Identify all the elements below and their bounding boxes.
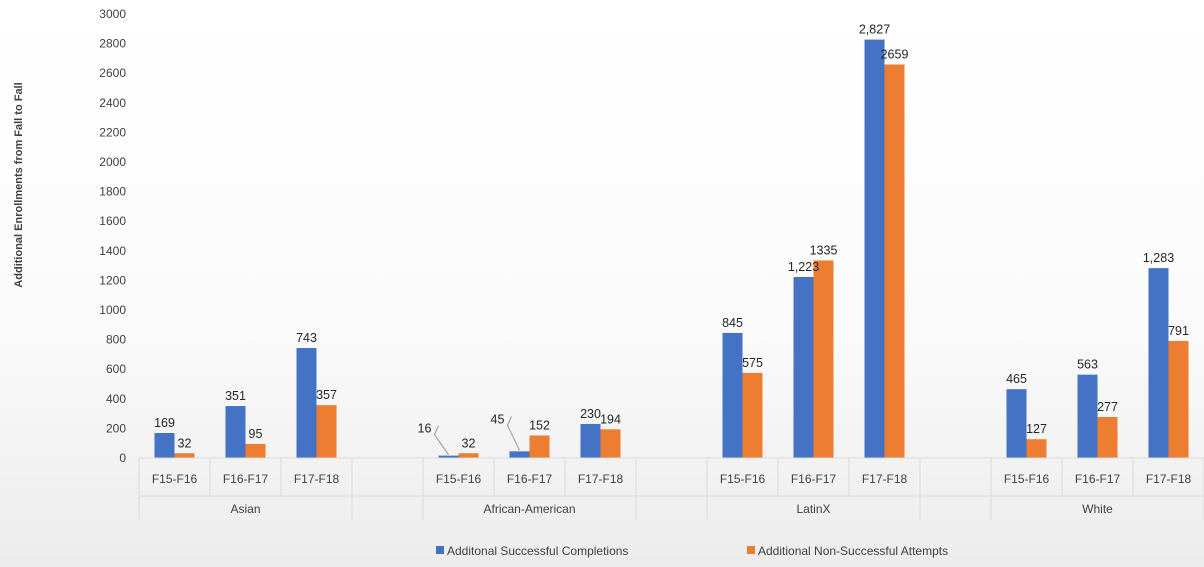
- bar: [458, 453, 479, 458]
- bar: [438, 455, 459, 458]
- x-tick-label: F16-F17: [507, 472, 553, 486]
- x-tick-label: F15-F16: [436, 472, 482, 486]
- y-tick-label: 800: [106, 333, 126, 347]
- data-label: 32: [178, 436, 192, 450]
- legend-swatch: [436, 546, 444, 554]
- y-tick-label: 1000: [99, 303, 126, 317]
- x-tick-label: F17-F18: [1146, 472, 1192, 486]
- group-label: Asian: [230, 502, 260, 516]
- group-label: LatinX: [796, 502, 830, 516]
- bar: [1148, 268, 1169, 458]
- bar: [174, 453, 195, 458]
- data-label: 575: [742, 356, 763, 370]
- bar: [509, 451, 530, 458]
- x-tick-label: F17-F18: [578, 472, 624, 486]
- y-tick-label: 200: [106, 421, 126, 435]
- y-tick-label: 1400: [99, 244, 126, 258]
- legend-label: Additonal Successful Completions: [447, 544, 628, 558]
- data-label: 845: [722, 316, 743, 330]
- bar: [600, 429, 621, 458]
- label-leader-line: [433, 425, 449, 455]
- data-label: 1335: [810, 243, 838, 257]
- y-tick-label: 1800: [99, 185, 126, 199]
- bar: [864, 39, 885, 458]
- x-tick-label: F16-F17: [791, 472, 837, 486]
- bar: [793, 276, 814, 458]
- bar: [529, 435, 550, 458]
- y-tick-label: 2200: [99, 125, 126, 139]
- x-tick-label: F15-F16: [1004, 472, 1050, 486]
- group-label: African-American: [483, 502, 575, 516]
- x-tick-label: F17-F18: [862, 472, 908, 486]
- data-label: 357: [316, 388, 337, 402]
- bar: [1006, 389, 1027, 458]
- legend-label: Additional Non-Successful Attempts: [758, 544, 948, 558]
- y-axis: 0 200 400 600 800 1000 1200 1400 1600 1800 2000 220…: [99, 7, 126, 465]
- data-label: 2,827: [859, 23, 890, 37]
- x-tick-label: F16-F17: [223, 472, 269, 486]
- bar: [245, 443, 266, 458]
- bar: [1077, 374, 1098, 458]
- y-tick-label: 1200: [99, 273, 126, 287]
- bar: [225, 406, 246, 458]
- data-label: 277: [1097, 400, 1118, 414]
- data-label: 791: [1168, 324, 1189, 338]
- data-label: 2659: [881, 47, 909, 61]
- data-label: 351: [225, 389, 246, 403]
- bar: [154, 432, 175, 458]
- y-tick-label: 2000: [99, 155, 126, 169]
- label-leader-line: [506, 416, 521, 451]
- data-label: 743: [296, 331, 317, 345]
- y-tick-label: 2600: [99, 66, 126, 80]
- data-label: 563: [1077, 358, 1098, 372]
- bars: [154, 39, 1189, 458]
- y-tick-label: 2400: [99, 96, 126, 110]
- data-label: 1,283: [1143, 251, 1174, 265]
- y-tick-label: 2800: [99, 37, 126, 51]
- y-axis-title: Additional Enrollments from Fall to Fall: [13, 82, 25, 287]
- data-label: 127: [1026, 422, 1047, 436]
- x-axis: F15-F16 F16-F17 F17-F18 F15-F16 F16-F17 F17-F…: [138, 457, 1204, 520]
- y-tick-label: 600: [106, 362, 126, 376]
- bar: [580, 423, 601, 458]
- data-label: 152: [529, 419, 550, 433]
- x-tick-label: F15-F16: [720, 472, 766, 486]
- data-label: 230: [580, 407, 601, 421]
- bar: [316, 405, 337, 458]
- bar: [722, 332, 743, 458]
- bar: [1097, 417, 1118, 458]
- y-tick-label: 3000: [99, 7, 126, 21]
- bar: [884, 64, 905, 458]
- data-label: 1,223: [788, 260, 819, 274]
- bar: [813, 260, 834, 458]
- data-label: 169: [154, 416, 175, 430]
- data-label: 465: [1006, 372, 1027, 386]
- data-label: 16: [418, 422, 432, 436]
- y-tick-label: 1600: [99, 214, 126, 228]
- legend: Additonal Successful Completions Addition…: [436, 544, 948, 558]
- group-label: White: [1082, 502, 1113, 516]
- x-tick-label: F15-F16: [152, 472, 198, 486]
- y-axis-title-group: Additional Enrollments from Fall to Fall: [13, 82, 25, 287]
- y-tick-label: 0: [119, 451, 126, 465]
- bar: [1026, 439, 1047, 458]
- y-tick-label: 400: [106, 392, 126, 406]
- bar: [296, 348, 317, 458]
- x-tick-label: F16-F17: [1075, 472, 1121, 486]
- x-tick-label: F17-F18: [294, 472, 340, 486]
- data-label: 194: [600, 412, 621, 426]
- data-label: 45: [491, 412, 505, 426]
- data-label: 95: [249, 427, 263, 441]
- data-label: 32: [462, 436, 476, 450]
- legend-swatch: [747, 546, 755, 554]
- bar: [1168, 340, 1189, 458]
- bar: [742, 372, 763, 458]
